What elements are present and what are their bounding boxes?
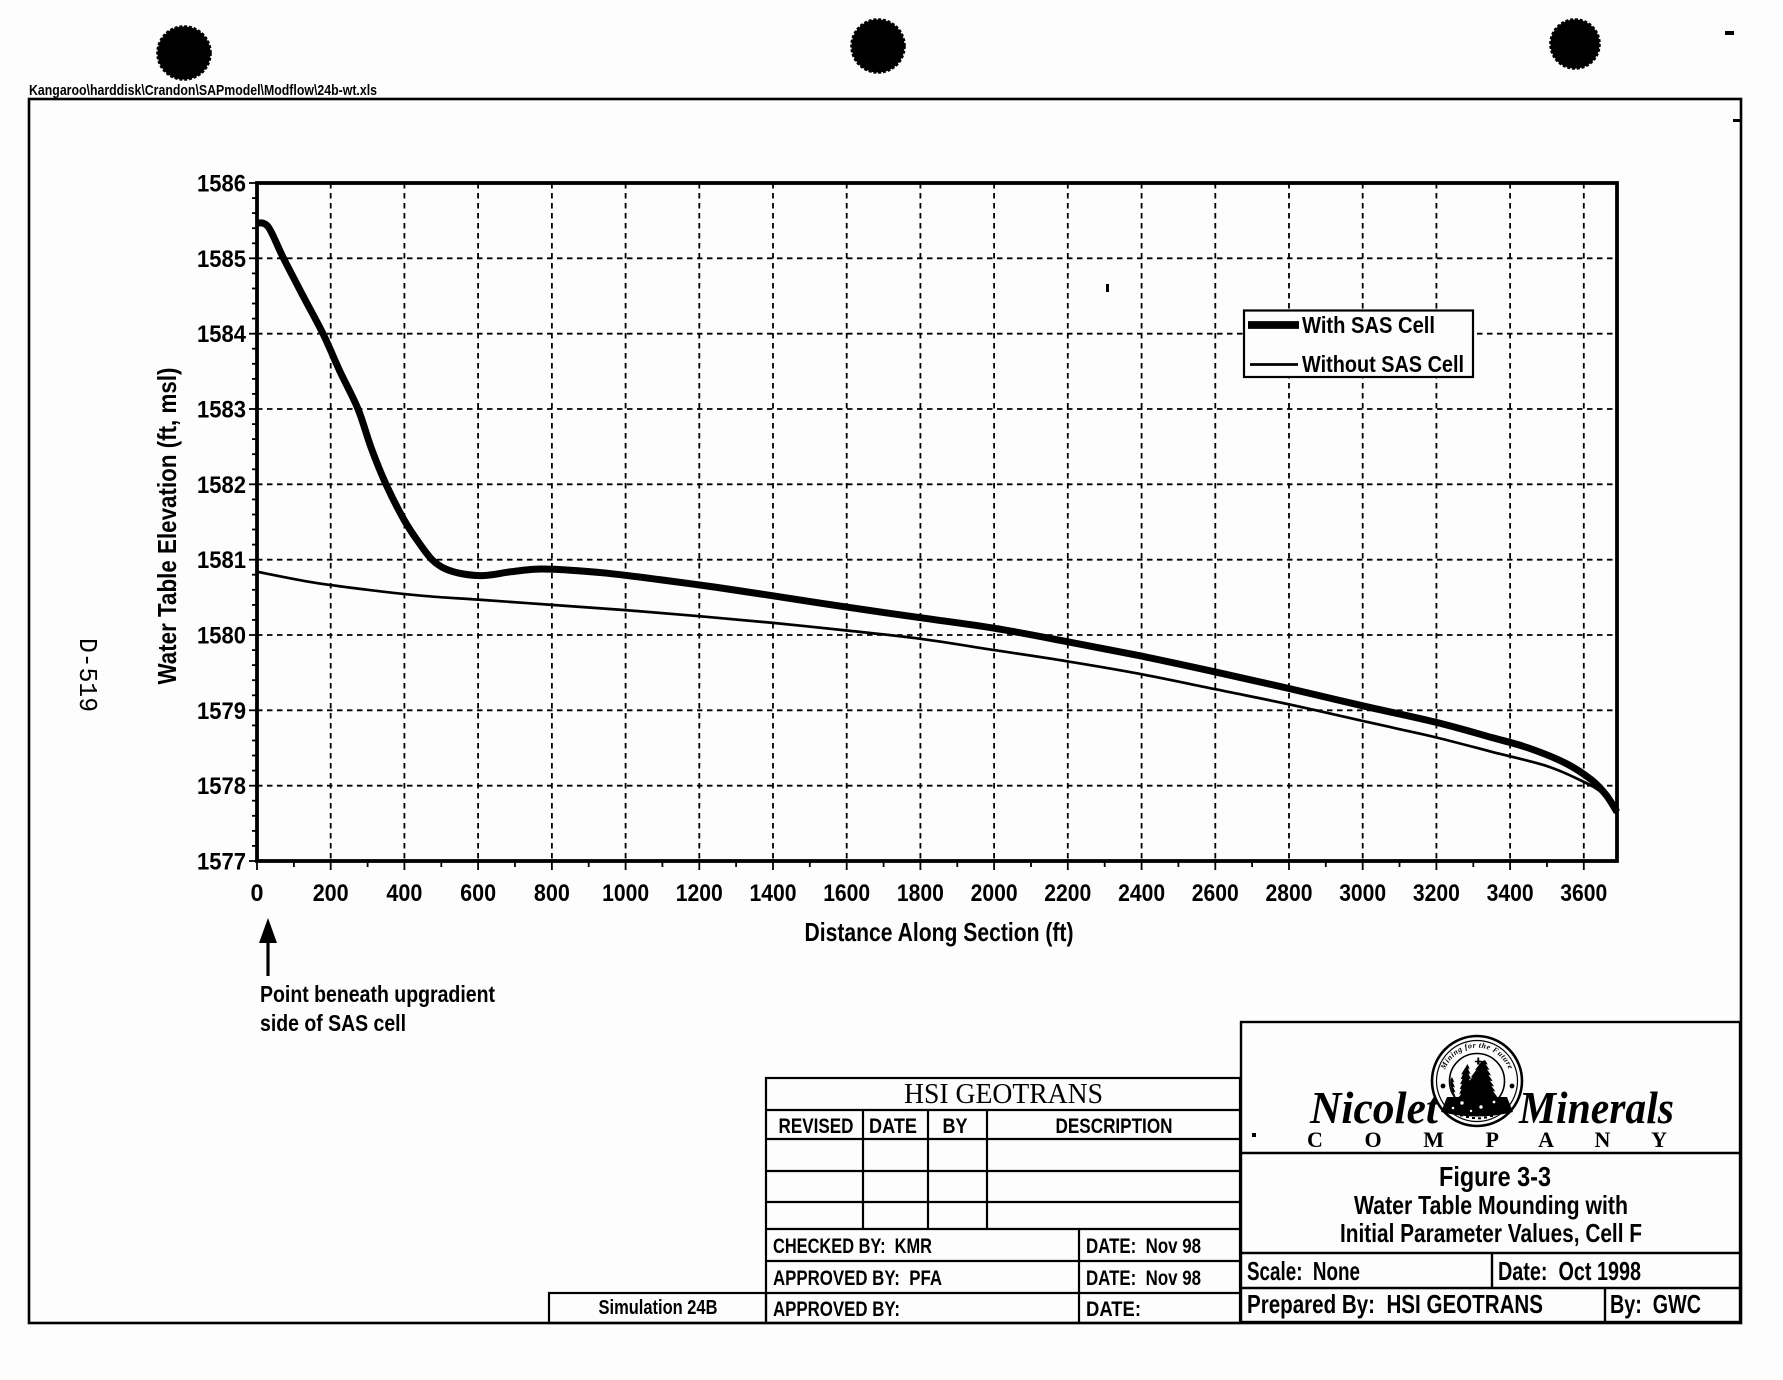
svg-text:Water Table Mounding with: Water Table Mounding with: [1354, 1190, 1628, 1220]
svg-text:C O M P A N Y: C O M P A N Y: [1307, 1127, 1667, 1152]
svg-text:1581: 1581: [197, 547, 246, 574]
svg-text:Initial Parameter Values, Cell: Initial Parameter Values, Cell F: [1340, 1218, 1642, 1248]
svg-text:REVISED: REVISED: [779, 1115, 854, 1138]
svg-text:Without SAS Cell: Without SAS Cell: [1302, 351, 1464, 377]
svg-text:Prepared By: HSI GEOTRANS: Prepared By: HSI GEOTRANS: [1247, 1289, 1543, 1319]
svg-text:2000: 2000: [971, 880, 1018, 907]
svg-text:APPROVED BY: PFA: APPROVED BY: PFA: [773, 1267, 942, 1290]
svg-text:2800: 2800: [1266, 880, 1313, 907]
svg-text:1583: 1583: [197, 397, 246, 424]
svg-text:DATE: Nov 98: DATE: Nov 98: [1086, 1267, 1201, 1290]
svg-text:0: 0: [251, 880, 264, 907]
svg-text:Scale: None: Scale: None: [1247, 1256, 1360, 1286]
svg-text:Minerals: Minerals: [1518, 1082, 1674, 1133]
svg-text:CHECKED BY: KMR: CHECKED BY: KMR: [773, 1235, 932, 1258]
svg-text:1578: 1578: [197, 773, 246, 800]
svg-text:3400: 3400: [1487, 880, 1534, 907]
svg-text:DATE: DATE: [869, 1115, 917, 1138]
svg-text:1600: 1600: [823, 880, 870, 907]
svg-text:3000: 3000: [1339, 880, 1386, 907]
svg-text:Distance Along Section (ft): Distance Along Section (ft): [805, 917, 1074, 947]
svg-text:3200: 3200: [1413, 880, 1460, 907]
svg-text:1200: 1200: [676, 880, 723, 907]
svg-text:Nicolet: Nicolet: [1309, 1082, 1439, 1133]
svg-text:Kangaroo\harddisk\Crandon\SAPm: Kangaroo\harddisk\Crandon\SAPmodel\Modfl…: [29, 82, 377, 99]
svg-text:BY: BY: [943, 1115, 968, 1138]
svg-text:2400: 2400: [1118, 880, 1165, 907]
svg-text:400: 400: [386, 880, 422, 907]
svg-text:1800: 1800: [897, 880, 944, 907]
svg-text:3600: 3600: [1560, 880, 1607, 907]
svg-text:1582: 1582: [197, 472, 246, 499]
svg-text:1579: 1579: [197, 698, 246, 725]
svg-text:DATE: Nov 98: DATE: Nov 98: [1086, 1235, 1201, 1258]
svg-text:2200: 2200: [1044, 880, 1091, 907]
svg-text:1580: 1580: [197, 623, 246, 650]
svg-text:Point beneath upgradient: Point beneath upgradient: [260, 981, 495, 1007]
svg-text:1586: 1586: [197, 171, 246, 198]
svg-text:1400: 1400: [750, 880, 797, 907]
svg-text:Figure 3-3: Figure 3-3: [1439, 1161, 1551, 1192]
svg-text:By: GWC: By: GWC: [1610, 1289, 1701, 1319]
svg-text:1577: 1577: [197, 849, 246, 876]
svg-text:D-519: D-519: [72, 638, 102, 712]
svg-text:With SAS Cell: With SAS Cell: [1302, 312, 1435, 338]
svg-text:Date: Oct 1998: Date: Oct 1998: [1498, 1256, 1641, 1286]
svg-text:1584: 1584: [197, 321, 246, 348]
svg-text:200: 200: [313, 880, 349, 907]
svg-text:1585: 1585: [197, 246, 246, 273]
svg-text:HSI GEOTRANS: HSI GEOTRANS: [904, 1078, 1103, 1110]
svg-text:1000: 1000: [602, 880, 649, 907]
svg-text:side of SAS cell: side of SAS cell: [260, 1010, 406, 1036]
svg-text:800: 800: [534, 880, 570, 907]
svg-text:APPROVED BY:: APPROVED BY:: [773, 1298, 900, 1321]
svg-text:DATE:: DATE:: [1086, 1298, 1141, 1321]
svg-text:2600: 2600: [1192, 880, 1239, 907]
svg-text:DESCRIPTION: DESCRIPTION: [1056, 1115, 1173, 1138]
svg-text:Water Table Elevation (ft, msl: Water Table Elevation (ft, msl): [152, 368, 182, 685]
svg-text:Simulation 24B: Simulation 24B: [599, 1297, 718, 1319]
svg-text:600: 600: [460, 880, 496, 907]
